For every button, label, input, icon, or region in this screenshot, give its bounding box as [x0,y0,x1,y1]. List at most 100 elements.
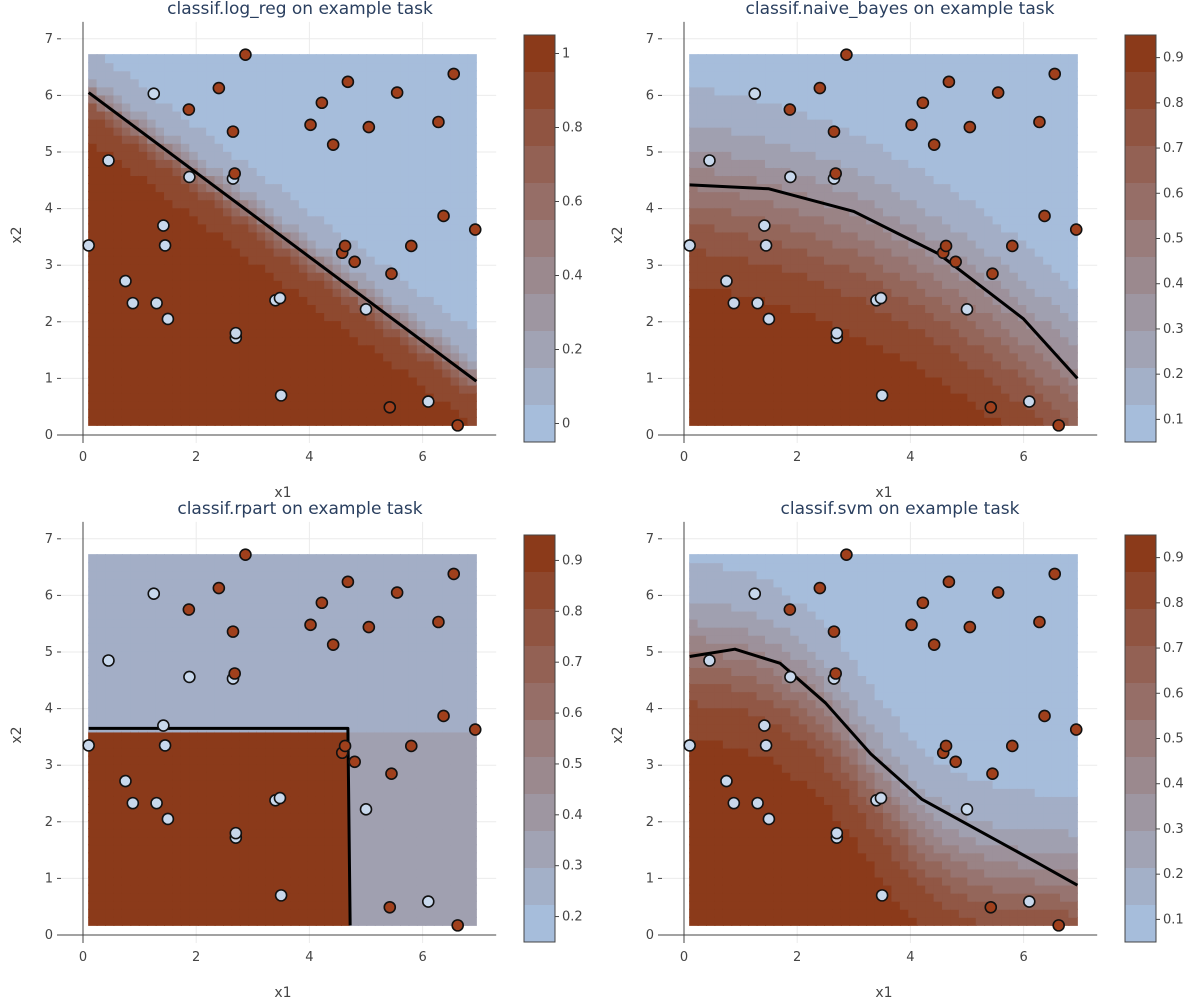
heatmap-cell [282,166,292,177]
colorbar-tick-label: 0.4 [1163,277,1184,292]
heatmap-cell [765,94,775,104]
heatmap-cell [706,376,716,386]
heatmap-cell [950,408,960,418]
heatmap-cell [341,328,351,338]
heatmap-cell [214,110,225,120]
heatmap-cell [1068,312,1078,322]
heatmap-cell [138,54,149,64]
heatmap-cell [916,255,927,265]
heatmap-cell [1051,126,1062,136]
heatmap-cell [706,303,716,314]
heatmap-cell [256,279,267,289]
heatmap-cell [214,408,225,418]
heatmap-cell [798,384,809,394]
heatmap-cell [849,110,859,120]
heatmap-cell [214,416,225,426]
heatmap-cell [130,207,140,217]
heatmap-cell [984,70,994,80]
heatmap-cell [425,102,435,112]
heatmap-cell [164,344,174,354]
heatmap-cell [1009,255,1019,265]
heatmap-cell [332,231,343,241]
heatmap-cell [248,110,258,120]
heatmap-cell [273,247,284,257]
heatmap-cell [840,166,851,177]
heatmap-cell [164,166,174,177]
heatmap-cell [908,158,918,168]
heatmap-cell [815,352,826,362]
heatmap-cell [467,360,477,370]
heatmap-cell [857,271,868,281]
heatmap-cell [925,223,935,233]
heatmap-cell [130,562,140,572]
heatmap-cell [933,207,944,217]
heatmap-cell [450,287,461,297]
heatmap-cell [282,78,292,88]
heatmap-cell [950,303,960,314]
heatmap-cell [689,231,699,241]
heatmap-cell [849,142,859,152]
heatmap-cell [315,215,326,225]
heatmap-cell [113,860,123,870]
heatmap-cell [1009,312,1019,322]
heatmap-cell [282,239,292,249]
heatmap-cell [155,70,166,80]
heatmap-cell [967,247,977,257]
heatmap-cell [992,344,1003,354]
heatmap-cell [180,271,191,281]
heatmap-cell [324,271,334,281]
heatmap-cell [290,175,300,185]
heatmap-cell [315,175,326,185]
heatmap-cell [138,295,149,305]
heatmap-cell [849,303,859,314]
heatmap-cell [798,303,809,314]
heatmap-cell [96,852,107,862]
heatmap-cell [400,102,410,112]
heatmap-cell [349,158,359,168]
heatmap-cell [298,54,309,64]
heatmap-cell [958,134,969,144]
heatmap-cell [967,231,977,241]
heatmap-cell [214,94,225,104]
heatmap-cell [147,755,157,765]
heatmap-cell [916,199,927,209]
heatmap-cell [467,110,477,120]
heatmap-cell [798,271,809,281]
heatmap-cell [147,812,157,822]
heatmap-cell [357,199,368,209]
heatmap-cell [1017,207,1028,217]
y-tick-label: 4 [646,202,654,217]
heatmap-cell [147,747,157,757]
heatmap-cell [925,328,935,338]
heatmap-cell [689,263,699,273]
heatmap-cell [1009,166,1019,177]
heatmap-cell [273,336,284,346]
heatmap-cell [849,255,859,265]
heatmap-cell [1001,376,1011,386]
heatmap-cell [798,247,809,257]
colorbar-band [524,35,555,73]
heatmap-cell [933,134,944,144]
heatmap-cell [731,166,741,177]
heatmap-cell [341,191,351,201]
heatmap-cell [984,183,994,193]
heatmap-cell [1026,336,1036,346]
heatmap-cell [206,118,216,128]
heatmap-cell [96,150,107,160]
heatmap-cell [1043,118,1053,128]
heatmap-cell [121,852,132,862]
heatmap-cell [992,312,1003,322]
heatmap-cell [908,207,918,217]
heatmap-cell [731,142,741,152]
heatmap-cell [223,118,233,128]
point-class-a [183,170,196,184]
heatmap-cell [824,400,834,410]
heatmap-cell [714,110,724,120]
heatmap-cell [147,578,157,588]
heatmap-cell [416,231,427,241]
heatmap-cell [138,247,149,257]
heatmap-cell [1051,384,1062,394]
heatmap-cell [282,287,292,297]
heatmap-cell [798,94,809,104]
heatmap-cell [756,336,767,346]
